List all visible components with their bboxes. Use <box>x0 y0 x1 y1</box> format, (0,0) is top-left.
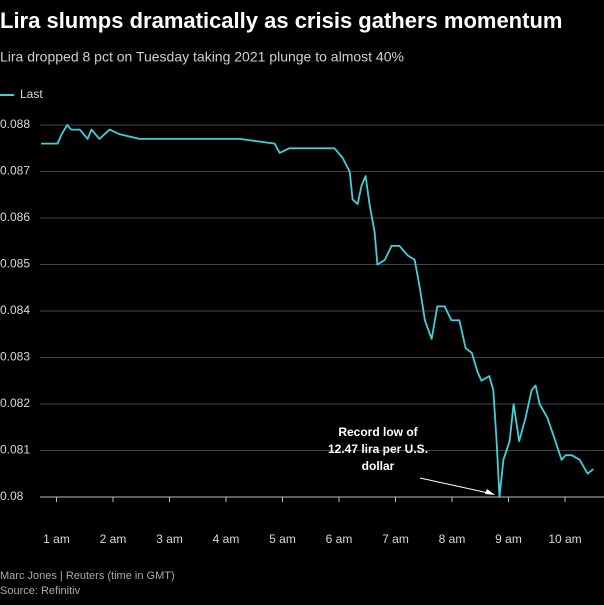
annotation-text: 12.47 lira per U.S. <box>328 442 428 456</box>
x-tick-label: 1 am <box>43 532 70 546</box>
y-tick-label: 0.083 <box>0 350 30 364</box>
chart-title: Lira slumps dramatically as crisis gathe… <box>0 8 562 33</box>
x-tick-label: 10 am <box>548 532 581 546</box>
x-tick-label: 9 am <box>495 532 522 546</box>
annotation-arrow <box>419 477 494 495</box>
legend-label: Last <box>20 87 43 101</box>
annotation-text: dollar <box>362 459 395 473</box>
y-tick-label: 0.085 <box>0 257 30 271</box>
y-tick-label: 0.08 <box>0 489 24 503</box>
y-tick-label: 0.086 <box>0 210 30 224</box>
x-tick-label: 6 am <box>326 532 353 546</box>
x-tick-label: 5 am <box>269 532 296 546</box>
source: Source: Refinitiv <box>0 585 81 597</box>
x-tick-label: 4 am <box>213 532 240 546</box>
annotation-arrowhead <box>485 489 495 495</box>
byline: Marc Jones | Reuters (time in GMT) <box>0 570 175 582</box>
y-tick-label: 0.084 <box>0 303 30 317</box>
y-tick-label: 0.087 <box>0 164 30 178</box>
x-tick-label: 7 am <box>382 532 409 546</box>
chart-subtitle: Lira dropped 8 pct on Tuesday taking 202… <box>0 49 404 65</box>
annotation-text: Record low of <box>338 425 418 439</box>
y-tick-label: 0.081 <box>0 443 30 457</box>
x-tick-label: 8 am <box>439 532 466 546</box>
y-tick-label: 0.088 <box>0 117 30 131</box>
x-tick-label: 3 am <box>156 532 183 546</box>
x-tick-label: 2 am <box>100 532 127 546</box>
series-line <box>41 124 594 498</box>
y-tick-label: 0.082 <box>0 396 30 410</box>
